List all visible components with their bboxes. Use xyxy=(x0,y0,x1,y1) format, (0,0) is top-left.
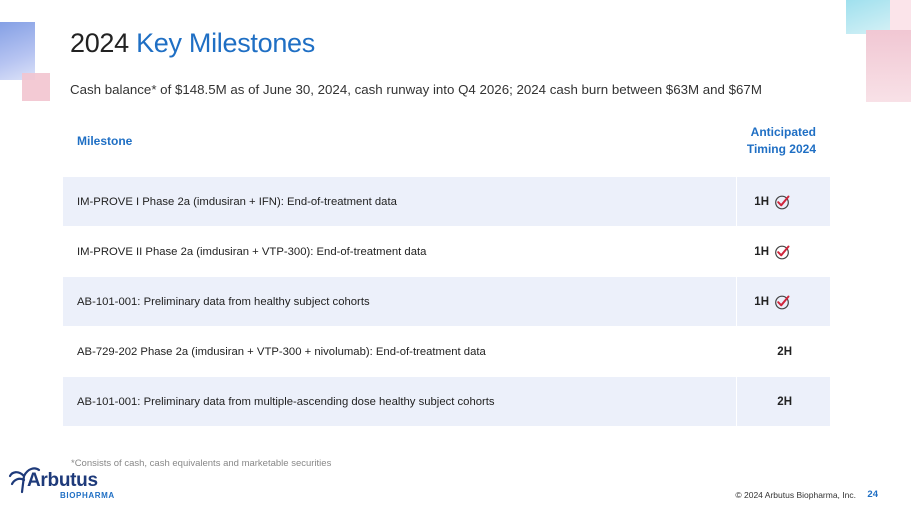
column-divider xyxy=(736,227,737,276)
milestone-text: IM-PROVE I Phase 2a (imdusiran + IFN): E… xyxy=(77,195,397,208)
timing-column-header: Anticipated Timing 2024 xyxy=(696,124,816,158)
checkmark-icon xyxy=(775,195,790,209)
timing-header-line2: Timing 2024 xyxy=(746,142,816,156)
table-row: IM-PROVE I Phase 2a (imdusiran + IFN): E… xyxy=(63,177,830,227)
table-row: AB-101-001: Preliminary data from health… xyxy=(63,277,830,327)
column-divider xyxy=(736,277,737,326)
timing-value: 1H xyxy=(754,295,769,308)
title-year: 2024 xyxy=(70,28,129,58)
timing-cell: 1H xyxy=(754,227,790,276)
table-row: AB-729-202 Phase 2a (imdusiran + VTP-300… xyxy=(63,327,830,377)
milestones-table: IM-PROVE I Phase 2a (imdusiran + IFN): E… xyxy=(63,177,830,427)
logo-name: Arbutus xyxy=(27,470,98,491)
timing-cell: 2H xyxy=(777,377,792,426)
decorative-block-blue xyxy=(0,22,35,80)
milestone-column-header: Milestone xyxy=(77,134,133,148)
decorative-block-light-pink xyxy=(890,0,911,30)
decorative-block-pink-right xyxy=(866,30,911,102)
column-divider xyxy=(736,177,737,226)
arbutus-tree-icon xyxy=(8,467,41,494)
timing-cell: 2H xyxy=(777,327,792,376)
timing-header-line1: Anticipated xyxy=(750,125,816,139)
checkmark-icon xyxy=(775,245,790,259)
milestone-text: AB-729-202 Phase 2a (imdusiran + VTP-300… xyxy=(77,345,486,358)
milestone-text: IM-PROVE II Phase 2a (imdusiran + VTP-30… xyxy=(77,245,427,258)
column-divider xyxy=(736,327,737,376)
checkmark-icon xyxy=(775,295,790,309)
page-number: 24 xyxy=(867,489,878,500)
title-main: Key Milestones xyxy=(136,28,315,58)
milestone-text: AB-101-001: Preliminary data from multip… xyxy=(77,395,495,408)
decorative-block-pink xyxy=(22,73,50,101)
milestone-text: AB-101-001: Preliminary data from health… xyxy=(77,295,370,308)
copyright-notice: © 2024 Arbutus Biopharma, Inc. xyxy=(735,490,856,500)
table-row: AB-101-001: Preliminary data from multip… xyxy=(63,377,830,427)
timing-cell: 1H xyxy=(754,277,790,326)
timing-cell: 1H xyxy=(754,177,790,226)
timing-value: 1H xyxy=(754,245,769,258)
timing-value: 2H xyxy=(777,395,792,408)
page-title: 2024 Key Milestones xyxy=(70,28,315,59)
logo-subtitle: BIOPHARMA xyxy=(60,491,115,500)
timing-value: 1H xyxy=(754,195,769,208)
footnote: *Consists of cash, cash equivalents and … xyxy=(71,458,332,469)
decorative-block-cyan xyxy=(846,0,892,34)
table-row: IM-PROVE II Phase 2a (imdusiran + VTP-30… xyxy=(63,227,830,277)
column-divider xyxy=(736,377,737,426)
timing-value: 2H xyxy=(777,345,792,358)
cash-summary-subtitle: Cash balance* of $148.5M as of June 30, … xyxy=(70,82,762,97)
